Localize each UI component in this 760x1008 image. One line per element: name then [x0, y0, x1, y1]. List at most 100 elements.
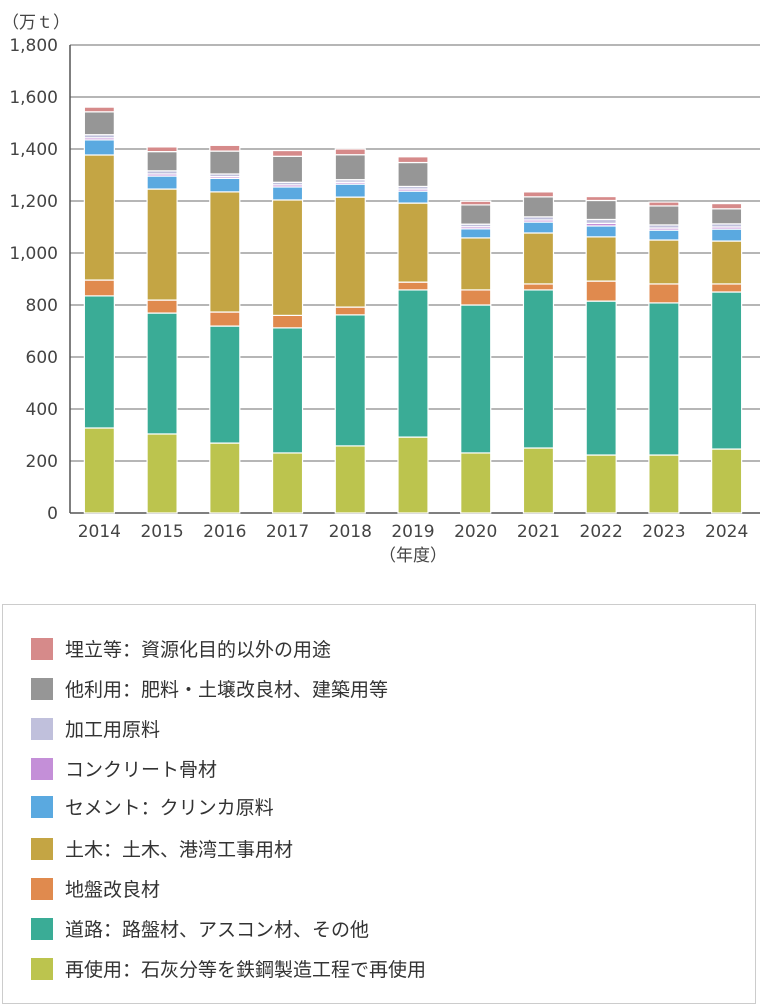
x-tick-label: 2018 [329, 522, 372, 542]
x-tick-label: 2022 [580, 522, 623, 542]
bar-segment-2024-2 [711, 283, 743, 293]
legend-item: 埋立等：資源化目的以外の用途 [31, 635, 331, 662]
bar-segment-2017-4 [271, 186, 304, 201]
y-tick-label: 0 [47, 504, 58, 524]
bar-segment-2022-4 [585, 225, 617, 238]
bar-segment-2019-4 [397, 190, 429, 204]
bar-segment-2024-3 [711, 240, 743, 285]
bar-segment-2017-7 [271, 155, 304, 183]
bar-segment-2021-8 [522, 191, 555, 198]
legend-swatch [31, 637, 53, 660]
bar-segment-2014-4 [83, 139, 115, 156]
x-axis-label: （年度） [379, 546, 447, 566]
bar-segment-2018-7 [334, 154, 366, 181]
bar-segment-2017-1 [271, 327, 304, 454]
bar-segment-2018-2 [334, 306, 366, 316]
legend-label: 土木：土木、港湾工事用材 [65, 839, 294, 861]
bar-segment-2018-1 [334, 314, 366, 447]
bar-segment-2016-7 [209, 150, 241, 175]
legend-swatch [31, 917, 53, 940]
x-tick-label: 2014 [78, 522, 121, 542]
y-tick-label: 600 [26, 348, 58, 368]
legend-swatch [31, 957, 53, 980]
x-tick-label: 2023 [642, 522, 685, 542]
bar-segment-2017-3 [271, 199, 304, 317]
bar-segment-2014-8 [83, 106, 115, 113]
bar-segment-2014-0 [83, 427, 115, 514]
bar-segment-2021-1 [522, 289, 555, 449]
bar-segment-2021-2 [522, 283, 555, 291]
bar-segment-2022-7 [585, 199, 617, 221]
bar-segment-2022-2 [585, 280, 617, 302]
legend-item: 加工用原料 [31, 715, 160, 742]
y-axis-unit-label: （万ｔ） [2, 13, 70, 33]
bar-segment-2015-8 [146, 146, 178, 153]
bar-segment-2014-1 [83, 295, 115, 429]
bar-segment-2022-0 [585, 454, 617, 514]
bar-segment-2020-0 [460, 452, 492, 514]
y-tick-label: 1,600 [9, 88, 58, 108]
x-tick-label: 2021 [517, 522, 560, 542]
bar-segment-2018-4 [334, 183, 366, 198]
bar-segment-2018-0 [334, 445, 366, 514]
bar-segment-2020-4 [460, 228, 492, 239]
bar-segment-2015-1 [146, 312, 178, 435]
bar-segment-2024-0 [711, 448, 743, 514]
legend-item: 土木：土木、港湾工事用材 [31, 835, 293, 862]
bar-segment-2020-3 [460, 237, 492, 291]
legend-swatch [31, 757, 53, 780]
bar-segment-2023-1 [648, 302, 680, 456]
bar-segment-2023-8 [648, 201, 680, 207]
legend-item: 地盤改良材 [31, 875, 160, 902]
bar-segment-2022-1 [585, 300, 617, 456]
bar-segment-2014-2 [83, 279, 115, 297]
bar-segment-2016-4 [209, 177, 241, 193]
legend-label: 再使用：石灰分等を鉄鋼製造工程で再使用 [65, 959, 427, 981]
legend-item: 道路：路盤材、アスコン材、その他 [31, 915, 369, 942]
bar-segment-2022-8 [585, 195, 617, 202]
legend-item: 再使用：石灰分等を鉄鋼製造工程で再使用 [31, 955, 426, 982]
y-tick-label: 1,400 [9, 140, 58, 160]
legend-swatch [31, 837, 53, 860]
bar-segment-2021-7 [522, 196, 555, 218]
bar-segment-2021-4 [522, 221, 555, 234]
bar-segment-2016-2 [209, 311, 241, 327]
y-tick-label: 1,000 [9, 244, 58, 264]
y-tick-label: 400 [26, 400, 58, 420]
bar-segment-2018-8 [334, 148, 366, 156]
bar-segment-2020-8 [460, 200, 492, 206]
x-tick-label: 2024 [705, 522, 748, 542]
bar-segment-2024-4 [711, 228, 743, 242]
y-tick-label: 800 [26, 296, 58, 316]
bar-segment-2020-1 [460, 304, 492, 454]
legend-label: 他利用：肥料・土壌改良材、建築用等 [65, 679, 389, 701]
bar-segment-2015-0 [146, 433, 178, 514]
legend-label: 埋立等：資源化目的以外の用途 [65, 639, 332, 661]
legend-item: 他利用：肥料・土壌改良材、建築用等 [31, 675, 388, 702]
x-tick-label: 2015 [140, 522, 183, 542]
bar-segment-2024-8 [711, 203, 743, 210]
bar-segment-2023-0 [648, 454, 680, 514]
bar-segment-2024-7 [711, 208, 743, 225]
legend-label: コンクリート骨材 [65, 759, 218, 781]
bar-segment-2021-3 [522, 232, 555, 285]
bar-segment-2018-3 [334, 196, 366, 308]
legend-swatch [31, 717, 53, 740]
bar-segment-2019-0 [397, 436, 429, 514]
bar-segment-2020-7 [460, 204, 492, 225]
legend-label: 道路：路盤材、アスコン材、その他 [65, 919, 370, 941]
legend: 埋立等：資源化目的以外の用途他利用：肥料・土壌改良材、建築用等加工用原料コンクリ… [2, 604, 756, 1004]
legend-item: コンクリート骨材 [31, 755, 217, 782]
bar-segment-2017-2 [271, 314, 304, 329]
bar-segment-2024-1 [711, 291, 743, 450]
y-tick-label: 1,200 [9, 192, 58, 212]
bar-segment-2019-3 [397, 202, 429, 283]
stacked-bar-chart: 0 200 400 600 800 1,000 1,200 1,400 1,600 1,800 20… [9, 36, 760, 566]
y-tick-label: 200 [26, 452, 58, 472]
bar-segment-2015-3 [146, 188, 178, 301]
bar-segment-2015-7 [146, 151, 178, 172]
legend-label: 地盤改良材 [65, 879, 161, 901]
bar-segment-2016-8 [209, 144, 241, 152]
bar-segment-2016-3 [209, 191, 241, 313]
bar-segment-2017-8 [271, 149, 304, 157]
